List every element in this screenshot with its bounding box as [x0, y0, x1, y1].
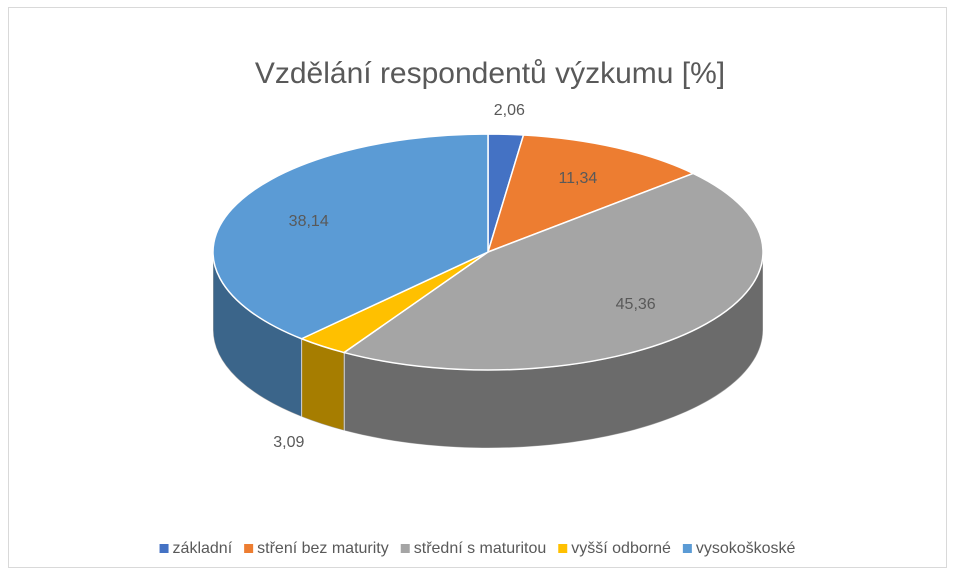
legend-swatch: [400, 544, 410, 553]
legend-label: vyšší odborné: [571, 540, 671, 557]
slice-side-shade: [344, 252, 763, 448]
data-label: 2,06: [494, 102, 525, 119]
slice-side-shade: [213, 252, 302, 417]
legend-swatch: [682, 544, 692, 553]
data-label: 3,09: [273, 434, 304, 451]
data-label: 38,14: [289, 213, 329, 230]
legend-label: základní: [173, 540, 233, 557]
slice: [212, 133, 489, 340]
data-label: 45,36: [616, 296, 656, 313]
legend: základní stření bez maturity střední s mat…: [159, 540, 796, 557]
legend-label: střední s maturitou: [414, 540, 547, 557]
data-label: 11,34: [558, 170, 597, 187]
legend-swatch: [558, 544, 568, 553]
legend-swatch: [244, 544, 254, 553]
legend-swatch: [159, 544, 169, 553]
legend-label: stření bez maturity: [257, 540, 389, 557]
slice-side-shade: [301, 338, 345, 431]
slice: [486, 134, 696, 254]
chart-title: Vzdělání respondentů výzkumu [%]: [255, 57, 725, 90]
legend-label: vysokoškoské: [696, 540, 796, 557]
slice: [342, 172, 764, 371]
